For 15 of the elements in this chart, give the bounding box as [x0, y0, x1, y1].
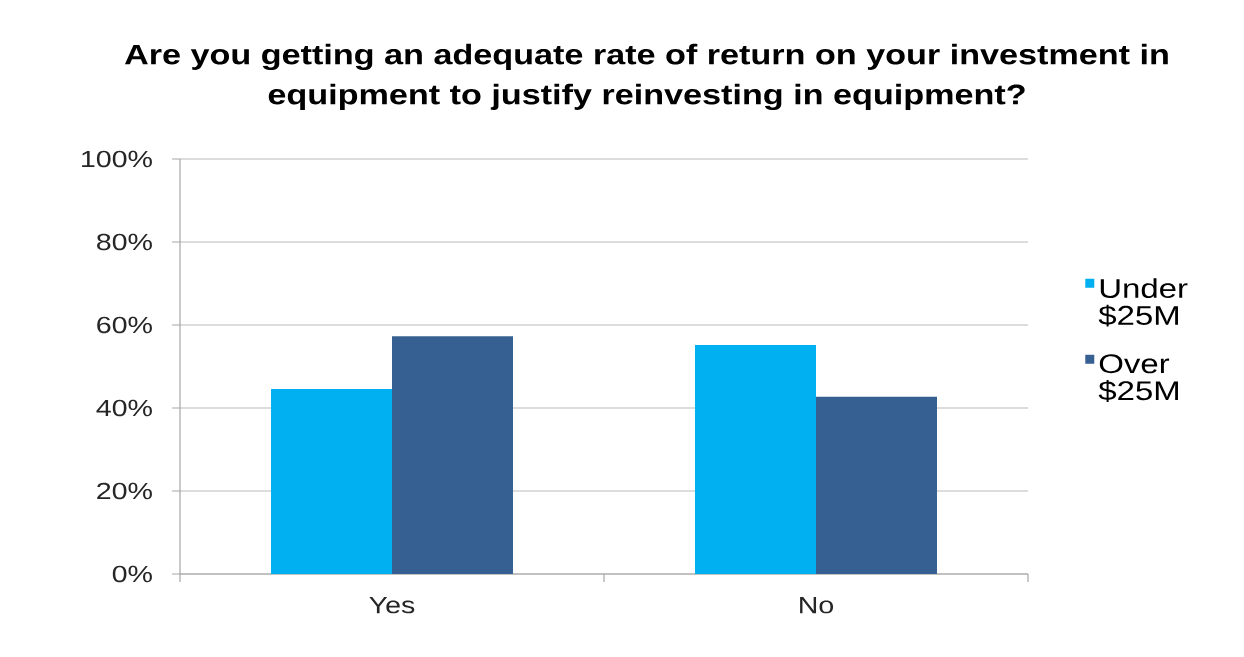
y-tick-label: 0% [112, 565, 152, 583]
y-tick-label: 80% [97, 233, 152, 251]
legend-label: Under $25M [1098, 278, 1188, 327]
y-tick-label: 40% [96, 399, 152, 417]
y-tick-label: 60% [97, 316, 152, 334]
chart-title: Are you getting an adequate rate of return on your investment in equipment to justify reinvesting in equipment? [124, 43, 1168, 111]
bar [392, 336, 513, 574]
y-tick-label: 100% [82, 150, 152, 168]
x-tick-label: Yes [369, 597, 415, 614]
y-tick-label: 20% [97, 482, 152, 500]
x-tick-label: No [800, 597, 834, 614]
bar [695, 344, 816, 574]
bar [271, 388, 392, 574]
legend-label: Over $25M [1098, 354, 1178, 402]
bar [816, 396, 937, 574]
